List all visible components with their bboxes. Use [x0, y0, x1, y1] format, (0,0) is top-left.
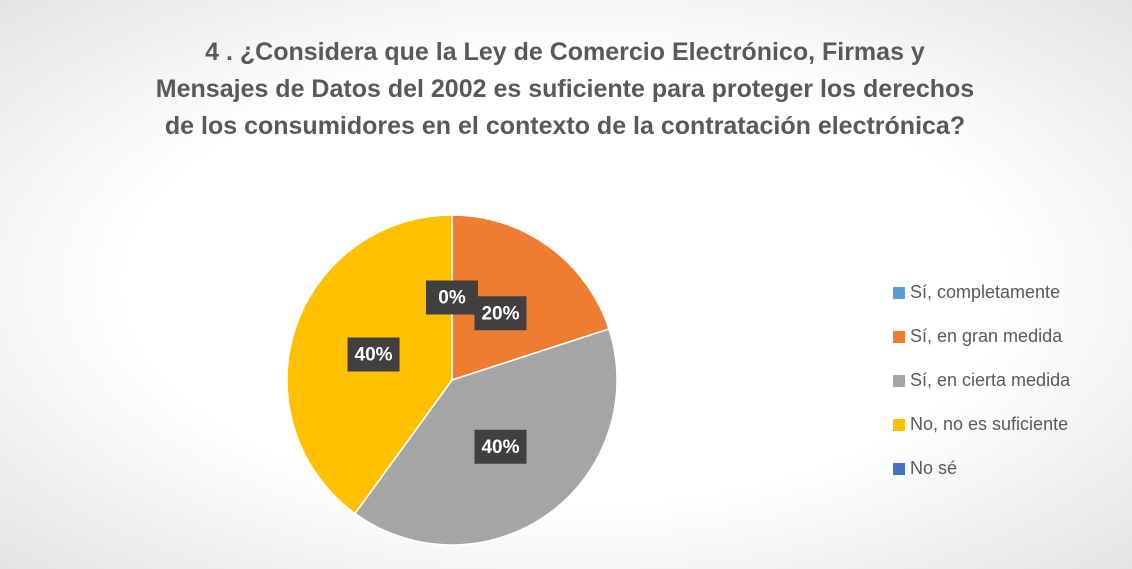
data-label: 40% — [355, 345, 393, 366]
legend-swatch — [893, 419, 905, 431]
legend-label: Sí, en cierta medida — [910, 370, 1071, 390]
legend-label: Sí, en gran medida — [910, 326, 1063, 346]
legend-label: No sé — [910, 458, 957, 478]
data-label-box — [426, 280, 478, 315]
data-label: 40% — [481, 437, 519, 458]
chart-title: 4 . ¿Considera que la Ley de Comercio El… — [155, 38, 975, 140]
data-label-box — [347, 337, 400, 372]
legend-swatch — [893, 331, 905, 343]
legend-label: Sí, completamente — [910, 282, 1060, 302]
legend-swatch — [893, 375, 905, 387]
data-label: 20% — [481, 303, 519, 324]
pie-slice — [451, 214, 610, 382]
legend-swatch — [893, 287, 905, 299]
data-label: 0% — [438, 288, 466, 309]
legend-swatch — [893, 463, 905, 475]
data-label-box — [474, 429, 527, 464]
data-label-box — [474, 296, 527, 331]
legend-label: No, no es suficiente — [910, 414, 1068, 434]
